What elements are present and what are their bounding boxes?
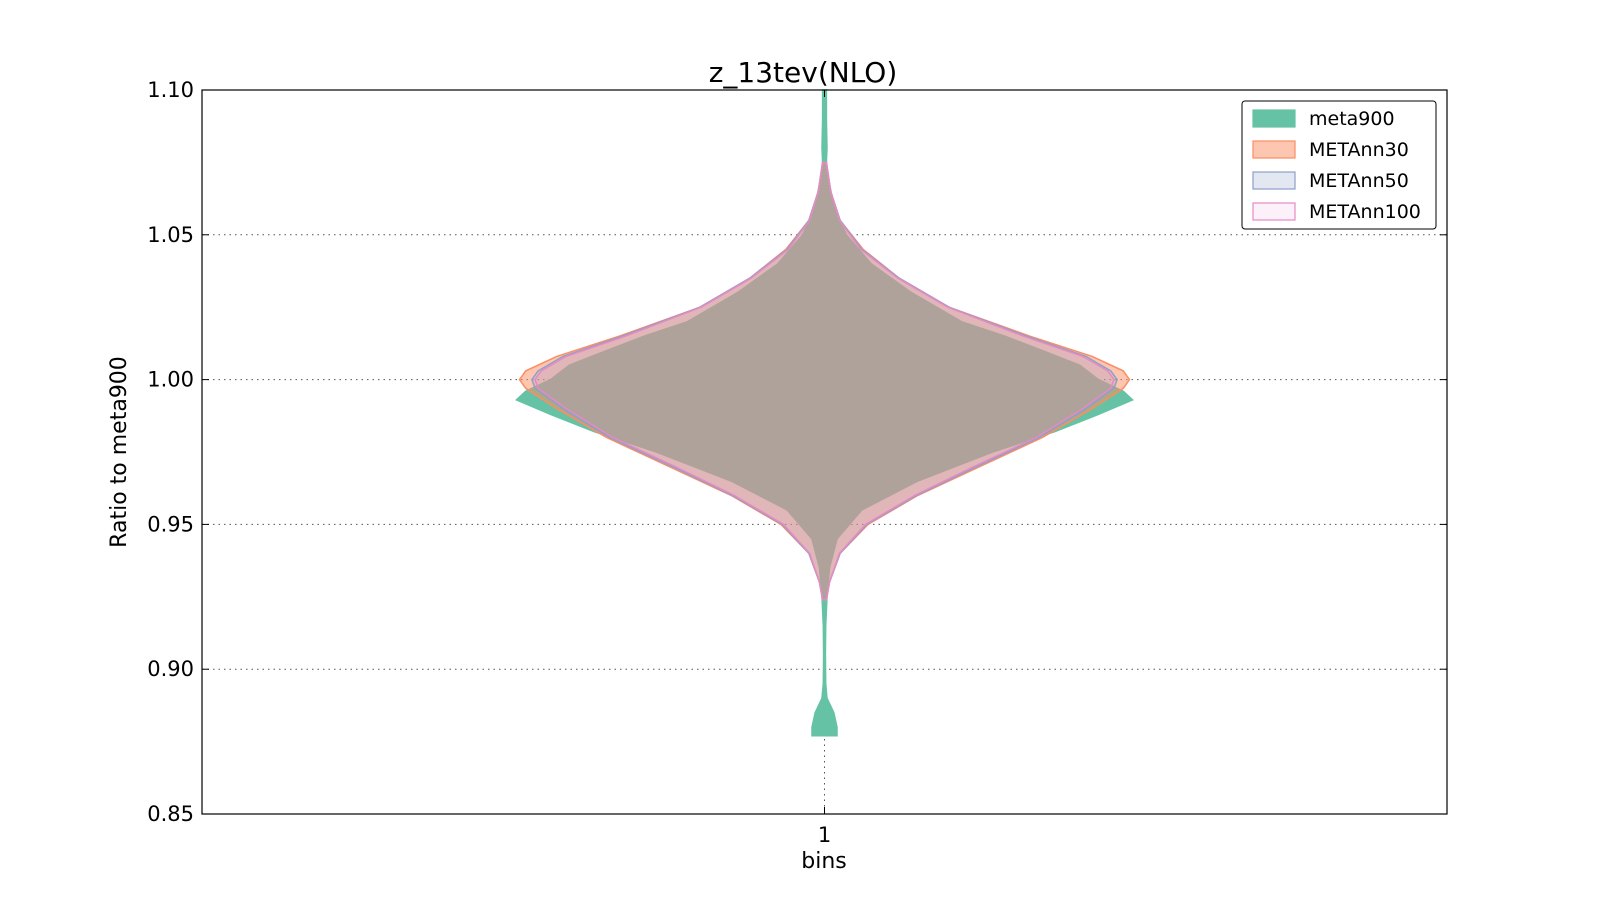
x-tick-label: 1	[818, 823, 831, 847]
legend-frame	[1241, 100, 1437, 230]
chart-title: z_13tev(NLO)	[709, 56, 898, 89]
y-tick-label: 0.90	[147, 657, 194, 681]
legend: meta900 METAnn30 METAnn50 METAnn100	[1241, 100, 1437, 230]
y-tick-label: 0.85	[147, 802, 194, 826]
y-tick-label: 1.05	[147, 223, 194, 247]
y-tick-label: 1.00	[147, 368, 194, 392]
x-axis-label: bins	[801, 849, 846, 874]
legend-label-metann30: METAnn30	[1309, 139, 1409, 161]
legend-swatch-metann30	[1252, 140, 1296, 159]
y-tick-label: 0.95	[147, 512, 194, 536]
legend-swatch-metann50	[1252, 171, 1296, 190]
legend-label-metann50: METAnn50	[1309, 170, 1409, 192]
legend-label-metann100: METAnn100	[1309, 201, 1421, 223]
y-axis-label: Ratio to meta900	[107, 356, 132, 548]
legend-label-meta900: meta900	[1309, 108, 1395, 130]
legend-swatch-metann100	[1252, 202, 1296, 221]
y-tick-label: 1.10	[147, 78, 194, 102]
violins	[515, 89, 1134, 737]
violin-metann100	[534, 161, 1115, 601]
ticks: 0.85 0.90 0.95 1.00 1.05 1.10 1	[147, 78, 1447, 847]
legend-swatch-meta900	[1252, 109, 1296, 128]
